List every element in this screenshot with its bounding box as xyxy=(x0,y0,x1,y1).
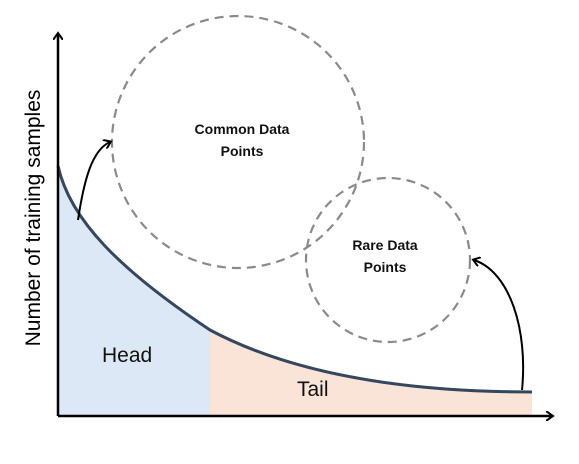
common-arrow xyxy=(77,142,110,221)
head-region xyxy=(58,166,210,416)
rare-arrow xyxy=(474,260,525,391)
y-axis-label: Number of training samples xyxy=(22,89,45,347)
tail-region xyxy=(210,330,532,416)
common-data-points-label: Common Data Points xyxy=(194,121,290,159)
rare-data-points-circle xyxy=(304,176,472,344)
head-label: Head xyxy=(102,344,153,367)
distribution-curve xyxy=(56,165,533,394)
tail-label: Tail xyxy=(297,378,329,401)
rare-data-points-label: Rare Data Points xyxy=(352,237,418,275)
